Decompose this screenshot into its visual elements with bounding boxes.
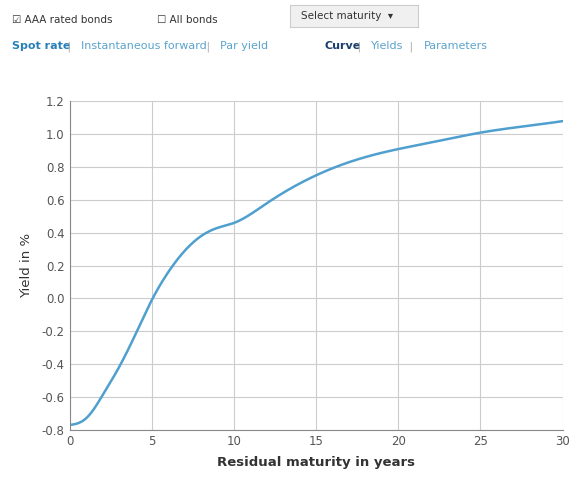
Text: |: | [354,41,364,52]
Text: ☐ All bonds: ☐ All bonds [157,14,218,25]
Text: Parameters: Parameters [423,41,487,51]
Text: Yields: Yields [371,41,404,51]
Text: Select maturity  ▾: Select maturity ▾ [302,11,393,21]
X-axis label: Residual maturity in years: Residual maturity in years [217,456,415,469]
Y-axis label: Yield in %: Yield in % [20,233,34,298]
Text: |: | [64,41,74,52]
Text: Curve: Curve [325,41,361,51]
Text: Spot rate: Spot rate [12,41,70,51]
Text: |: | [406,41,416,52]
Text: Par yield: Par yield [220,41,269,51]
Text: |: | [203,41,213,52]
Text: Instantaneous forward: Instantaneous forward [81,41,207,51]
Text: ☑ AAA rated bonds: ☑ AAA rated bonds [12,14,112,25]
